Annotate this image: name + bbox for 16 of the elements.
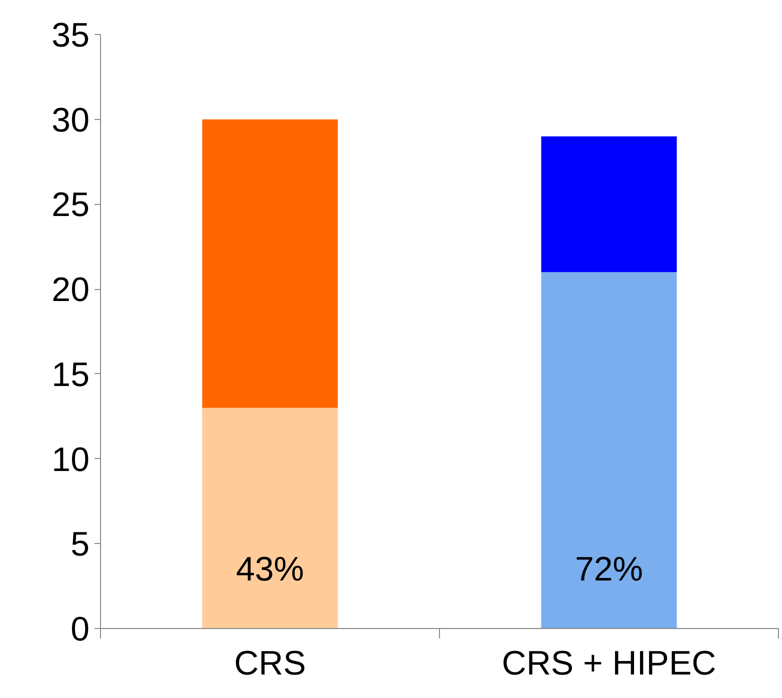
y-tick-label: 20: [52, 271, 90, 310]
annotation: 43%: [236, 550, 304, 588]
y-tick-label: 10: [52, 440, 90, 479]
y-tick-label: 25: [52, 186, 90, 224]
bar: [541, 272, 677, 628]
x-tick-label: CRS + HIPEC: [502, 644, 716, 682]
bar: [202, 119, 338, 408]
annotation: 72%: [574, 550, 644, 588]
x-tick-label: CRS: [234, 644, 306, 682]
y-tick-label: 5: [70, 526, 90, 564]
y-tick-label: 30: [52, 101, 90, 140]
y-tick-label: 15: [52, 356, 90, 394]
bar: [202, 408, 338, 628]
bar: [541, 136, 677, 272]
y-tick-label: 35: [52, 16, 90, 54]
y-tick-label: 0: [70, 610, 90, 648]
